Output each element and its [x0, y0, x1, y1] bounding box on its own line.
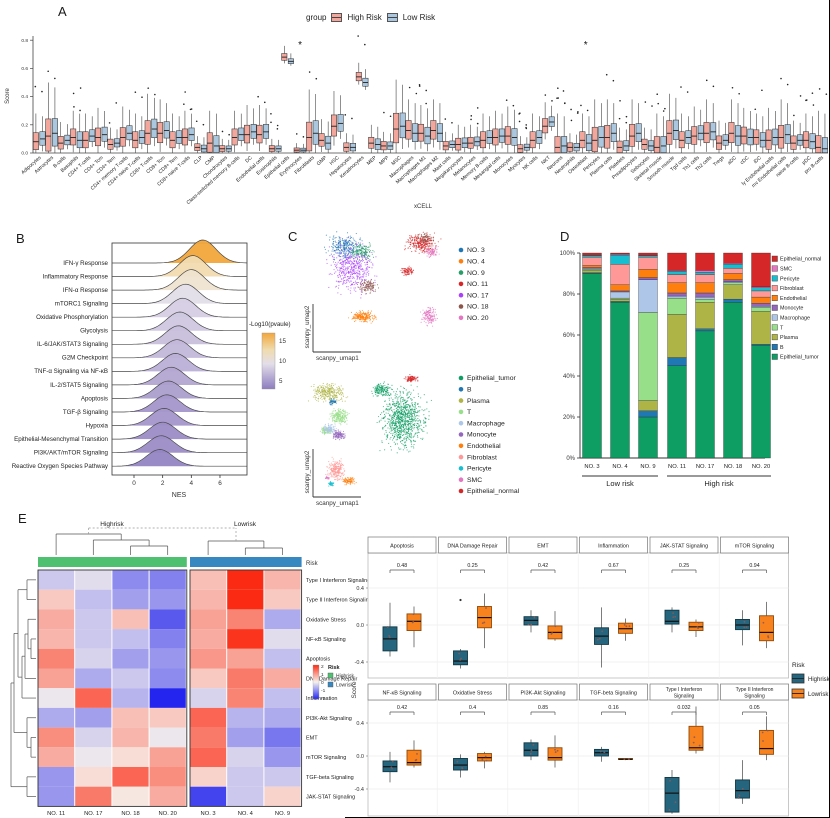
svg-text:CLP: CLP — [193, 155, 205, 166]
svg-text:Hypoxia: Hypoxia — [86, 422, 109, 429]
svg-text:Tregs: Tregs — [712, 155, 726, 168]
svg-text:0.4: 0.4 — [21, 94, 28, 100]
svg-text:cDC: cDC — [739, 155, 751, 166]
svg-text:aDC: aDC — [727, 155, 739, 166]
panel-b-ridgeline-chart: IFN-γ Response Inflammatory Response IFN-α… — [12, 239, 291, 499]
svg-text:IL-2/STAT5 Signaling: IL-2/STAT5 Signaling — [50, 382, 108, 389]
svg-text:TNF-α Signaling via NF-κB: TNF-α Signaling via NF-κB — [34, 368, 108, 375]
svg-text:scanpy_umap1: scanpy_umap1 — [316, 500, 359, 507]
svg-text:Inflammatory Response: Inflammatory Response — [43, 273, 109, 280]
high-risk-swatch-icon — [331, 13, 343, 22]
low-risk-label: Low Risk — [402, 13, 436, 22]
svg-text:NO. 18: NO. 18 — [467, 304, 489, 311]
svg-text:iDC: iDC — [753, 155, 763, 165]
svg-text:0: 0 — [132, 480, 136, 487]
svg-text:Reactive Oxygen Species Pathwa: Reactive Oxygen Species Pathway — [12, 463, 109, 470]
svg-text:0.0: 0.0 — [21, 151, 28, 157]
svg-text:TGF-β Signaling: TGF-β Signaling — [63, 409, 109, 416]
svg-text:-Log10(pvaule): -Log10(pvaule) — [249, 321, 291, 328]
svg-text:Apoptosis: Apoptosis — [81, 395, 108, 402]
svg-text:0.8: 0.8 — [21, 38, 28, 44]
panel-a-boxplot-chart: 0.00.20.40.60.8ScoreAdipocytesAstrocytes… — [5, 35, 828, 206]
svg-text:PI3K/AKT/mTOR Signaling: PI3K/AKT/mTOR Signaling — [34, 450, 109, 457]
svg-text:Score: Score — [5, 88, 11, 104]
svg-text:scanpy_umap2: scanpy_umap2 — [304, 450, 311, 493]
svg-text:0.6: 0.6 — [21, 66, 28, 72]
low-risk-swatch-icon — [386, 13, 398, 22]
svg-text:Oxidative Phosphorylation: Oxidative Phosphorylation — [36, 314, 108, 321]
svg-text:HSC: HSC — [329, 155, 341, 167]
group-legend: group High Risk Low Risk — [306, 13, 435, 22]
panel-b-label: B — [16, 231, 25, 246]
svg-text:NO. 4: NO. 4 — [467, 259, 485, 266]
panel-a-label: A — [58, 4, 67, 19]
svg-text:0.2: 0.2 — [21, 122, 28, 128]
svg-text:MPP: MPP — [378, 155, 391, 167]
svg-text:NO. 9: NO. 9 — [467, 270, 485, 277]
svg-text:6: 6 — [218, 480, 222, 487]
panel-c-umap-charts: scanpy_umap1 scanpy_umap2 NO. 3 NO. 4 NO. 9 N… — [304, 231, 520, 507]
svg-text:GMP: GMP — [316, 155, 329, 168]
svg-text:pDC: pDC — [801, 155, 813, 166]
svg-text:NO. 17: NO. 17 — [467, 292, 489, 299]
svg-text:scanpy_umap2: scanpy_umap2 — [304, 305, 311, 348]
svg-text:15: 15 — [279, 338, 286, 345]
svg-text:*: * — [584, 40, 588, 51]
svg-text:NO. 20: NO. 20 — [467, 315, 489, 322]
panel-e-label: E — [18, 511, 27, 526]
group-legend-title: group — [306, 13, 327, 22]
svg-text:NO. 11: NO. 11 — [467, 281, 488, 288]
svg-text:NO. 3: NO. 3 — [467, 247, 485, 254]
panel-c-label: C — [288, 229, 298, 244]
svg-text:Epithelial-Mesenchymal Transit: Epithelial-Mesenchymal Transition — [14, 436, 108, 443]
svg-text:NKT: NKT — [540, 155, 551, 166]
svg-text:IFN-α Response: IFN-α Response — [63, 287, 109, 294]
svg-text:10: 10 — [279, 358, 286, 365]
svg-text:IL-6/JAK/STAT3 Signaling: IL-6/JAK/STAT3 Signaling — [37, 341, 109, 348]
svg-text:2: 2 — [161, 480, 165, 487]
svg-text:4: 4 — [190, 480, 194, 487]
svg-text:IFN-γ Response: IFN-γ Response — [63, 260, 108, 267]
svg-text:5: 5 — [279, 378, 283, 385]
svg-text:mTORC1 Signaling: mTORC1 Signaling — [55, 300, 109, 307]
panel-d-stacked-bar-chart: 0%20%40%60%80%100%NO. 3 NO. 4 NO. 9 NO. 11 N… — [560, 251, 822, 488]
xcell-caption: xCELL — [413, 204, 432, 210]
svg-text:DC: DC — [244, 155, 254, 165]
high-risk-label: High Risk — [347, 13, 382, 22]
svg-text:*: * — [298, 40, 302, 51]
panel-d-label: D — [560, 229, 570, 244]
svg-text:MEP: MEP — [366, 155, 379, 167]
svg-text:Glycolysis: Glycolysis — [80, 328, 108, 335]
svg-text:G2M Checkpoint: G2M Checkpoint — [62, 355, 108, 362]
svg-text:NES: NES — [172, 492, 187, 499]
svg-text:scanpy_umap1: scanpy_umap1 — [316, 355, 359, 362]
